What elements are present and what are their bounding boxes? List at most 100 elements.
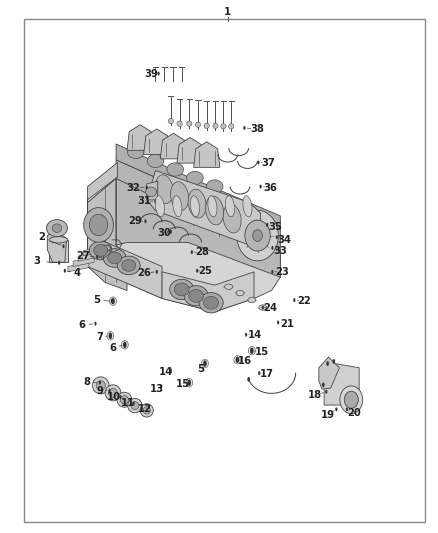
Text: 26: 26 [138,268,152,278]
Ellipse shape [191,250,193,254]
Ellipse shape [94,245,108,256]
Ellipse shape [213,123,218,128]
Ellipse shape [206,180,223,193]
Ellipse shape [170,182,189,211]
Ellipse shape [229,124,234,129]
Ellipse shape [120,395,128,404]
Text: 20: 20 [347,408,361,418]
Ellipse shape [105,385,121,401]
Ellipse shape [144,219,146,223]
Text: 38: 38 [251,124,265,134]
Ellipse shape [46,220,67,237]
Ellipse shape [174,283,189,296]
Ellipse shape [205,196,224,225]
Text: 18: 18 [307,391,321,400]
Ellipse shape [332,359,335,364]
Text: 7: 7 [96,332,103,342]
Ellipse shape [195,122,201,127]
Text: 8: 8 [83,377,90,387]
Ellipse shape [277,320,279,325]
Ellipse shape [147,155,164,168]
Polygon shape [160,133,187,159]
Ellipse shape [62,244,65,248]
Ellipse shape [184,286,208,306]
Polygon shape [144,129,170,155]
Text: 21: 21 [280,319,294,328]
Text: 29: 29 [128,216,142,226]
Ellipse shape [187,379,191,386]
Ellipse shape [236,357,239,363]
Text: 13: 13 [150,384,164,394]
Ellipse shape [221,124,226,129]
Ellipse shape [49,237,68,243]
Ellipse shape [96,381,105,390]
Text: 9: 9 [96,386,103,395]
Text: 14: 14 [248,330,262,340]
Polygon shape [84,246,105,256]
Ellipse shape [170,368,172,373]
Ellipse shape [170,279,194,300]
Text: 23: 23 [276,267,290,277]
Ellipse shape [293,298,296,302]
Ellipse shape [84,208,113,242]
Ellipse shape [188,189,206,218]
Ellipse shape [148,405,150,409]
Ellipse shape [187,171,203,185]
Ellipse shape [196,269,198,273]
Ellipse shape [64,269,66,273]
Polygon shape [147,171,261,245]
Ellipse shape [109,389,110,393]
Ellipse shape [248,346,255,355]
Ellipse shape [122,260,136,271]
Ellipse shape [237,210,279,261]
Ellipse shape [250,348,254,354]
Ellipse shape [336,407,338,411]
Ellipse shape [243,196,252,217]
Text: 14: 14 [159,367,173,377]
Ellipse shape [124,343,126,347]
Text: 5: 5 [197,364,204,374]
Ellipse shape [326,361,329,366]
Ellipse shape [346,407,348,411]
Ellipse shape [121,341,128,349]
Ellipse shape [156,270,158,274]
Text: 11: 11 [121,399,135,408]
Text: 30: 30 [157,229,171,238]
Polygon shape [88,179,127,290]
Polygon shape [88,235,162,298]
Ellipse shape [234,356,241,364]
Polygon shape [147,181,158,200]
Text: 10: 10 [107,392,121,402]
Ellipse shape [340,386,363,414]
Ellipse shape [168,118,173,124]
Ellipse shape [226,196,234,217]
Ellipse shape [201,359,208,368]
Ellipse shape [128,399,142,413]
Polygon shape [324,362,359,405]
Ellipse shape [225,284,233,289]
Ellipse shape [325,390,328,394]
Text: 31: 31 [138,197,152,206]
Text: 6: 6 [79,320,86,330]
Text: 17: 17 [260,369,274,379]
Ellipse shape [131,402,139,409]
Text: 24: 24 [264,303,278,312]
Polygon shape [88,179,280,312]
Ellipse shape [89,241,112,260]
Ellipse shape [173,196,182,217]
Ellipse shape [186,378,193,387]
Polygon shape [194,142,220,167]
Ellipse shape [160,384,162,389]
Ellipse shape [94,321,96,326]
Ellipse shape [259,305,267,310]
Ellipse shape [344,391,358,408]
Ellipse shape [261,305,264,310]
Polygon shape [177,138,203,163]
Ellipse shape [236,290,244,296]
Ellipse shape [99,381,101,385]
Ellipse shape [257,160,259,165]
Ellipse shape [157,71,159,76]
Ellipse shape [108,252,122,264]
Ellipse shape [145,187,156,197]
Polygon shape [319,357,339,389]
